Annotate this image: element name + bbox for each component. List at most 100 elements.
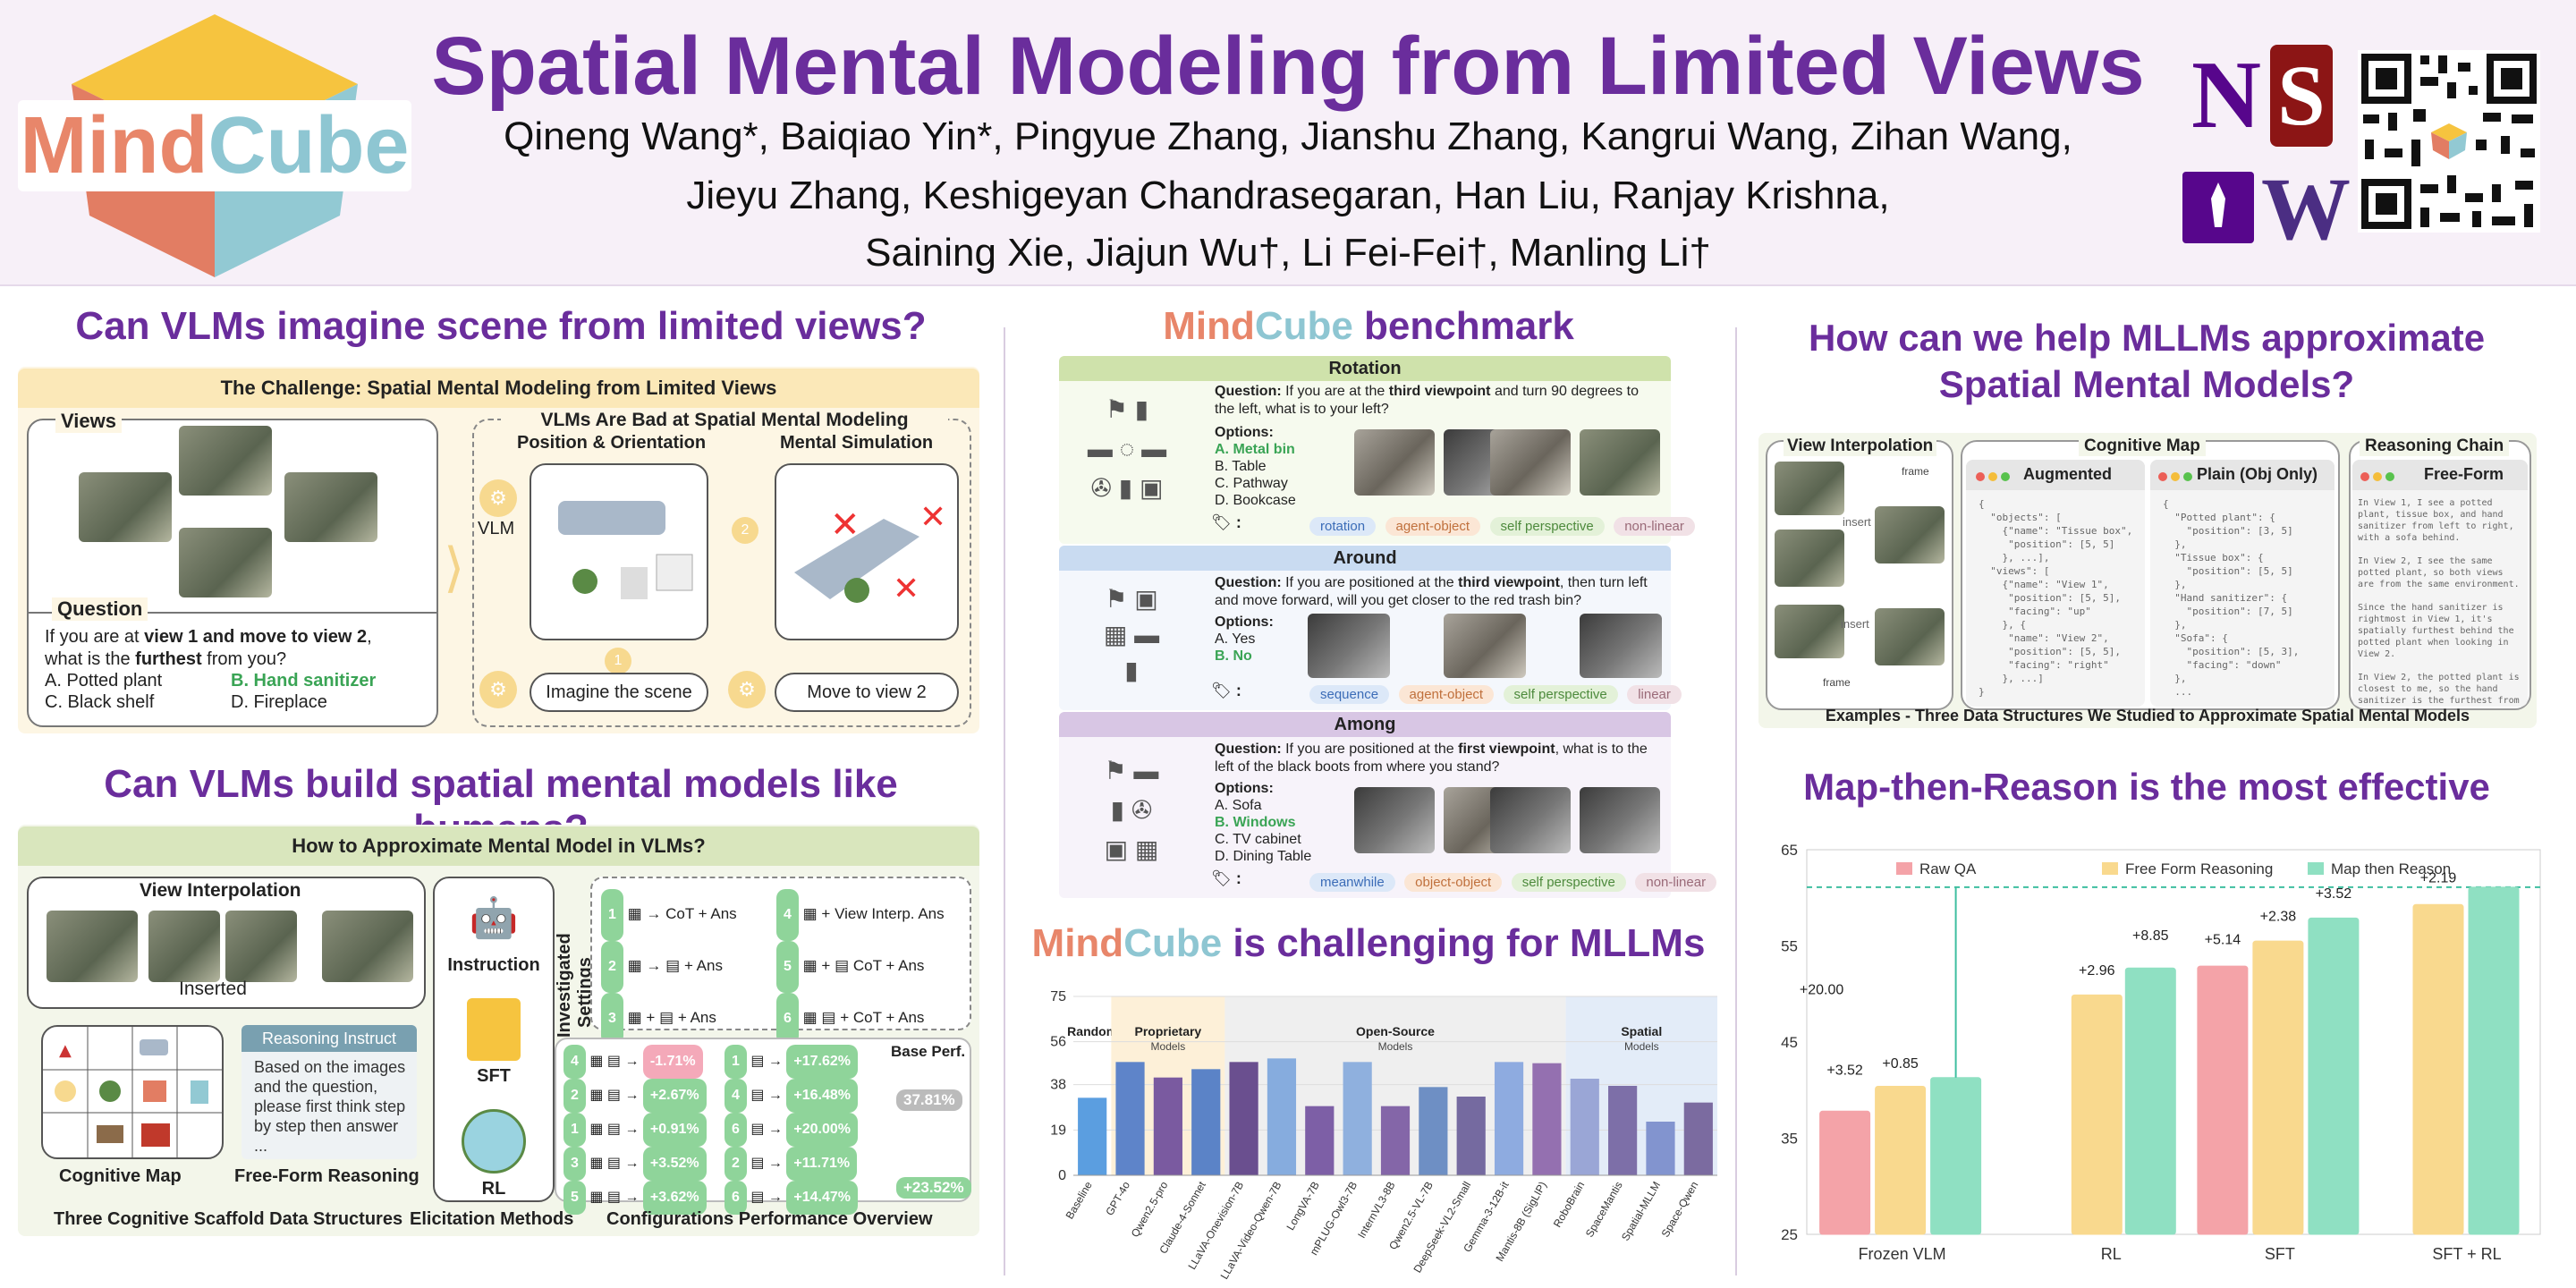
free-form-titlebar [2352,460,2528,490]
view-interp-label: View Interpolation [134,880,307,902]
instruction-label: Instruction [447,955,540,975]
tag-self-perspective: self perspective [1503,685,1618,704]
perf-setting-num: 6 [724,1113,747,1147]
free-form-window [2352,460,2528,707]
perf-delta: +2.67% [642,1079,707,1113]
setting-label: + Ans [677,1009,716,1026]
qr-code-icon [2358,50,2540,233]
chart-delta-label: +2.38 [2260,910,2297,925]
options-label: Options: [1215,781,1274,796]
sft-label: SFT [477,1066,511,1086]
perf-row: 3 ▦ ▤ → +3.52% [564,1147,707,1181]
setting-item: 6 ▦ ▤ + CoT + Ans [776,993,945,1045]
setting-num: 3 [601,993,623,1045]
chart-group-sublabel: Models [1378,1040,1413,1053]
chart-delta-label: +3.52 [2316,886,2352,902]
tag-meanwhile: meanwhile [1309,873,1395,892]
around-band: Around [1059,546,1671,571]
insert-label: insert [1841,617,1869,631]
svg-text:✕: ✕ [830,504,860,546]
chart-bar [1153,1077,1182,1175]
bench-cube: Cube [1254,304,1353,348]
authors-line-1: Qineng Wang*, Baiqiao Yin*, Pingyue Zhan… [504,114,2072,158]
view-photo [79,472,172,542]
tag-non-linear: non-linear [1614,517,1695,536]
chart-delta-label: +2.19 [2420,871,2457,886]
right-view-interp-label: View Interpolation [1784,436,1937,456]
chart-bar [1343,1062,1372,1175]
rotation-band: Rotation [1059,356,1671,381]
reasoning-chain-title: Reasoning Chain [2360,436,2510,456]
q-bold: first viewpoint [1458,741,1555,757]
chart-bar [1646,1122,1675,1175]
investigated-settings-label: Investigated Settings [555,933,595,1038]
section-title-build: Can VLMs build spatial mental models lik… [104,762,898,851]
setting-label: + View Interp. Ans [821,905,945,922]
imagine-scene-button: Imagine the scene [530,673,708,712]
perf-setting-num: 3 [564,1147,586,1181]
among-tags: meanwhile object-object self perspective… [1309,873,1722,892]
tag-self-perspective: self perspective [1511,873,1626,892]
view-photo [1775,605,1844,658]
perf-row: 1 ▤ → +17.62% [724,1045,858,1079]
setting-item: 2 ▦ → ▤ + Ans [601,941,737,993]
rotation-diagram-icon: ⚑ ▮ ▬ ◌ ▬ ✇ ▮ ▣ [1087,395,1167,502]
q-text-b: , then turn left and move forward, will … [1215,575,1648,608]
section-title-help: How can we help MLLMs approximate Spatial… [1753,315,2540,408]
augmented-code-window [1966,460,2145,707]
tag-colon: : [1235,513,1241,531]
insert-label: insert [1843,515,1871,529]
perf-delta: +0.91% [642,1113,707,1147]
tag-colon: : [1235,682,1241,699]
vlm-label: VLM [478,519,515,538]
chart-bar [2124,967,2176,1235]
free-form-text: In View 1, I see a potted plant, tissue … [2358,498,2520,703]
nyu-logo-icon: N [2191,42,2261,148]
around-options: Options: A. Yes B. No [1215,614,1274,665]
option-a: A. Potted plant [45,671,163,691]
section-title-benchmark: MindCube benchmark [1011,304,1726,349]
chart-bar [1456,1097,1486,1175]
chart-group-label: Random [1067,1024,1117,1038]
chart-bar [1078,1097,1107,1175]
around-tag-row: 🏷 : [1211,682,1241,699]
chart-x-tick: RL [2101,1245,2122,1263]
chart-y-tick: 65 [1781,842,1798,859]
svg-text:▲: ▲ [59,1041,72,1060]
setting-label: + CoT + Ans [840,1009,925,1026]
uw-logo-icon: W [2261,159,2351,258]
view-photo [1775,530,1844,587]
perf-row: 6 ▤ → +14.47% [724,1181,858,1215]
move-to-view-2-button: Move to view 2 [775,673,959,712]
chart-x-tick: Baseline [1063,1179,1095,1221]
svg-text:✕: ✕ [893,571,919,607]
q-text-a: If you are at the [1285,384,1389,399]
robot-icon: 🤖 [469,896,519,940]
around-question: Question: If you are positioned at the t… [1215,574,1653,610]
chart-bar [2308,917,2360,1235]
augmented-code: { "objects": [ {"name": "Tissue box", "p… [1979,498,2133,698]
settings-right: 4 ▦ + View Interp. Ans 5 ▦ + ▤ CoT + Ans… [776,889,945,1045]
view-photo [1580,614,1662,678]
scene-box-1 [530,463,708,640]
reasoning-instruct-header: Reasoning Instruct [242,1025,417,1052]
among-options: Options: A. Sofa B. Windows C. TV cabine… [1215,780,1311,865]
poster-title: Spatial Mental Modeling from Limited Vie… [431,21,2145,112]
perf-row: 1 ▦ ▤ → +0.91% [564,1113,707,1147]
chart-delta-label: +5.14 [2205,932,2241,947]
footer-elicitation: Elicitation Methods [410,1209,574,1229]
chart-x-tick: SFT [2265,1245,2295,1263]
q-text-b: and turn 90 degrees to the left, what is… [1215,384,1639,417]
perf-delta: +11.71% [786,1147,858,1181]
chart-x-tick: Qwen2.5-pro [1129,1179,1171,1239]
chart-x-tick: RoboBrain [1551,1180,1587,1230]
setting-num: 4 [776,889,799,941]
perf-setting-num: 2 [564,1079,586,1113]
frame-label: frame [1823,676,1851,689]
chart-y-tick: 75 [1050,989,1066,1004]
chart-group-label: Proprietary [1135,1024,1202,1038]
perf-setting-num: 5 [564,1181,586,1215]
free-form-label: Free-Form Reasoning [234,1166,419,1186]
chart-y-tick: 19 [1050,1123,1066,1138]
logo-cube: Cube [208,101,410,191]
